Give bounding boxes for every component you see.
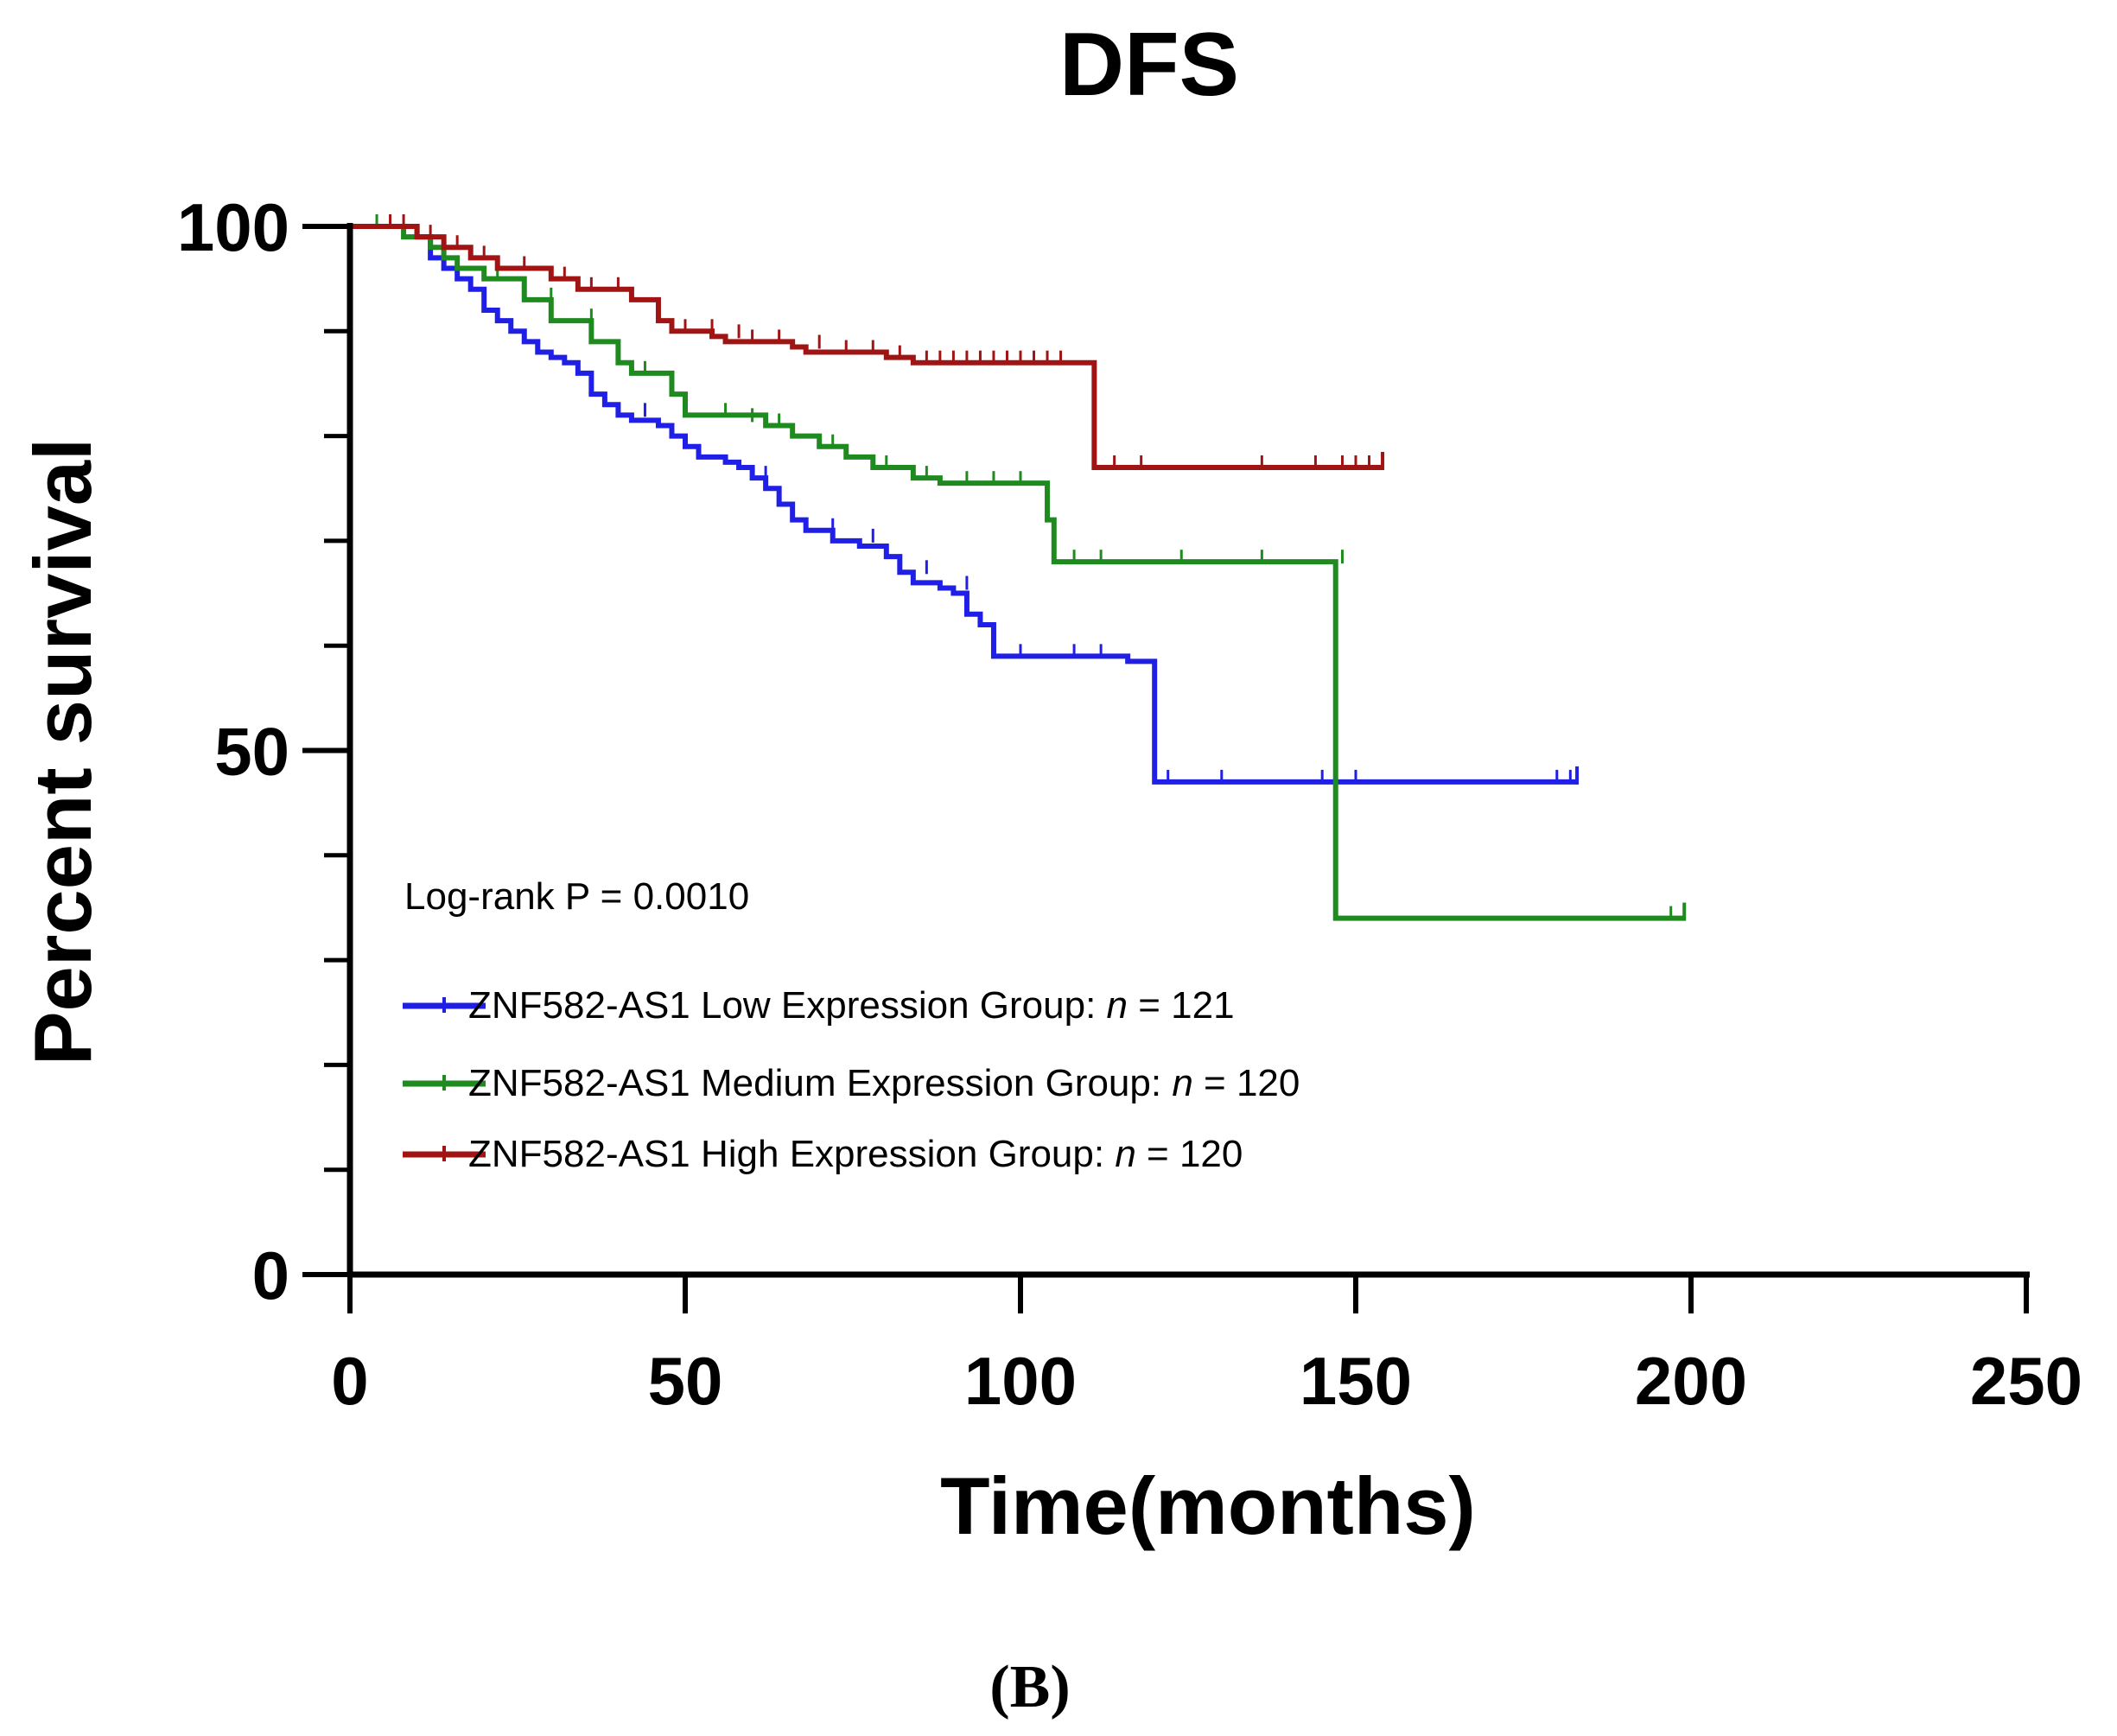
x-tick-label: 50 bbox=[648, 1343, 723, 1419]
legend-n-symbol: n bbox=[1115, 1133, 1135, 1175]
y-axis-title: Percent survival bbox=[17, 438, 108, 1065]
legend-label-1: ZNF582-AS1 Medium Expression Group: n = … bbox=[468, 1062, 1300, 1104]
panel-label: (B) bbox=[989, 1654, 1070, 1720]
legend: ZNF582-AS1 Low Expression Group: n = 121… bbox=[403, 984, 1300, 1175]
tick-labels: 0 50 100 0 50 100 150 200 250 bbox=[177, 189, 2082, 1419]
legend-n-value: = 121 bbox=[1128, 984, 1235, 1027]
logrank-annotation: Log-rank P = 0.0010 bbox=[404, 875, 749, 918]
legend-name: ZNF582-AS1 High Expression Group: bbox=[468, 1133, 1115, 1175]
y-tick-label: 0 bbox=[252, 1237, 289, 1313]
x-tick-label: 250 bbox=[1970, 1343, 2082, 1419]
axes bbox=[346, 223, 2030, 1278]
legend-name: ZNF582-AS1 Low Expression Group: bbox=[468, 984, 1107, 1027]
survival-curve-2 bbox=[350, 224, 1383, 470]
y-tick-label: 100 bbox=[177, 189, 289, 265]
y-tick-label: 50 bbox=[214, 714, 289, 790]
legend-n-symbol: n bbox=[1107, 984, 1128, 1027]
legend-n-value: = 120 bbox=[1193, 1062, 1300, 1104]
axis-ticks bbox=[302, 224, 2029, 1313]
legend-label-0: ZNF582-AS1 Low Expression Group: n = 121 bbox=[468, 984, 1235, 1027]
survival-curve-0 bbox=[350, 224, 1578, 785]
legend-n-value: = 120 bbox=[1136, 1133, 1243, 1175]
x-tick-label: 150 bbox=[1300, 1343, 1412, 1419]
series-layer bbox=[350, 214, 1687, 921]
survival-curve-1 bbox=[350, 224, 1685, 921]
legend-n-symbol: n bbox=[1172, 1062, 1192, 1104]
legend-label-2: ZNF582-AS1 High Expression Group: n = 12… bbox=[468, 1133, 1243, 1175]
chart-title: DFS bbox=[1059, 15, 1239, 115]
x-axis-title: Time(months) bbox=[940, 1460, 1476, 1551]
x-tick-label: 0 bbox=[331, 1343, 368, 1419]
x-tick-label: 200 bbox=[1635, 1343, 1747, 1419]
legend-name: ZNF582-AS1 Medium Expression Group: bbox=[468, 1062, 1172, 1104]
x-tick-label: 100 bbox=[964, 1343, 1077, 1419]
